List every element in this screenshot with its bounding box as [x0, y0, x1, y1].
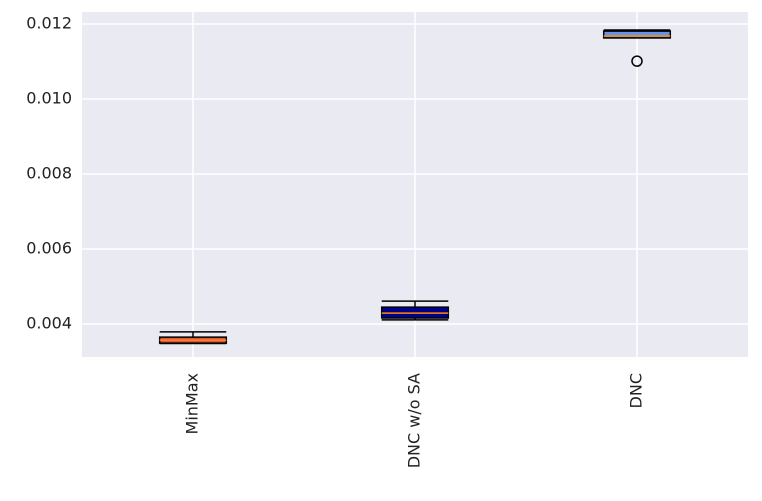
y-tick-label: 0.006 [26, 239, 72, 258]
y-tick-label: 0.004 [26, 314, 72, 333]
box [602, 30, 672, 39]
x-tick-label: DNC w/o SA [405, 373, 424, 468]
y-tick-label: 0.010 [26, 89, 72, 108]
x-tick-label: DNC [627, 373, 646, 408]
y-tick-label: 0.012 [26, 14, 72, 33]
y-tick-label: 0.008 [26, 164, 72, 183]
outlier [631, 55, 643, 67]
x-tick-label: MinMax [183, 373, 202, 434]
